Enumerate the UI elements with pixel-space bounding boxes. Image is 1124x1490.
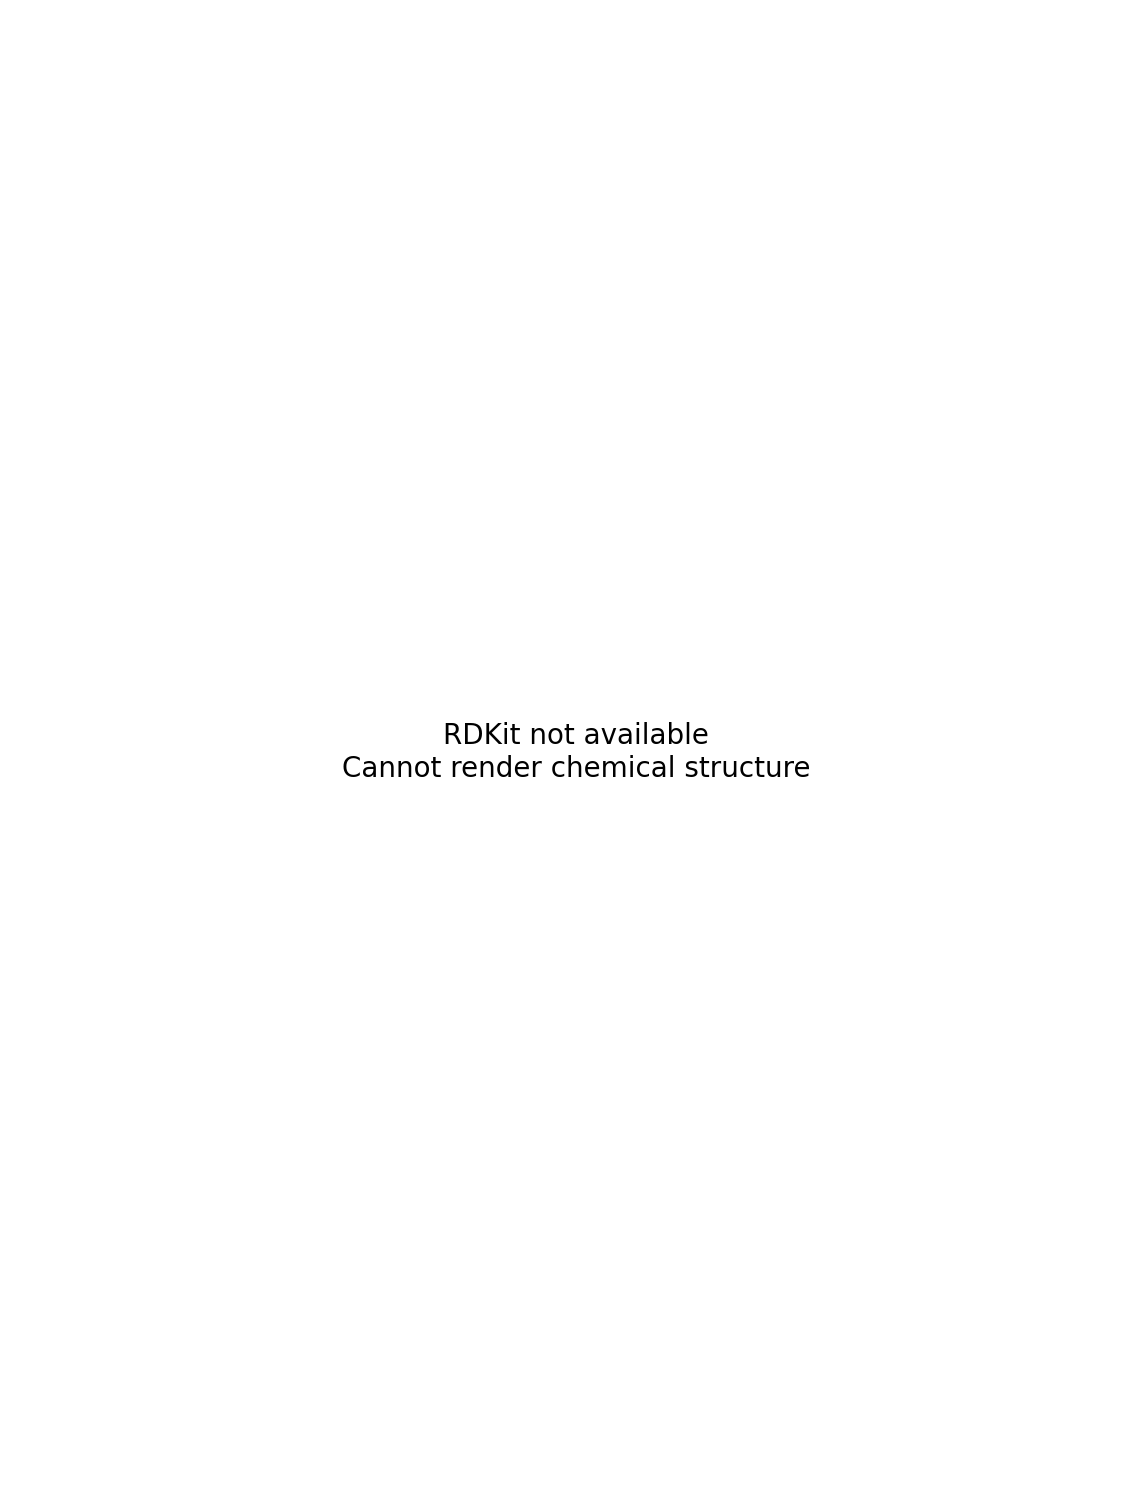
Text: RDKit not available
Cannot render chemical structure: RDKit not available Cannot render chemic…	[342, 723, 810, 782]
